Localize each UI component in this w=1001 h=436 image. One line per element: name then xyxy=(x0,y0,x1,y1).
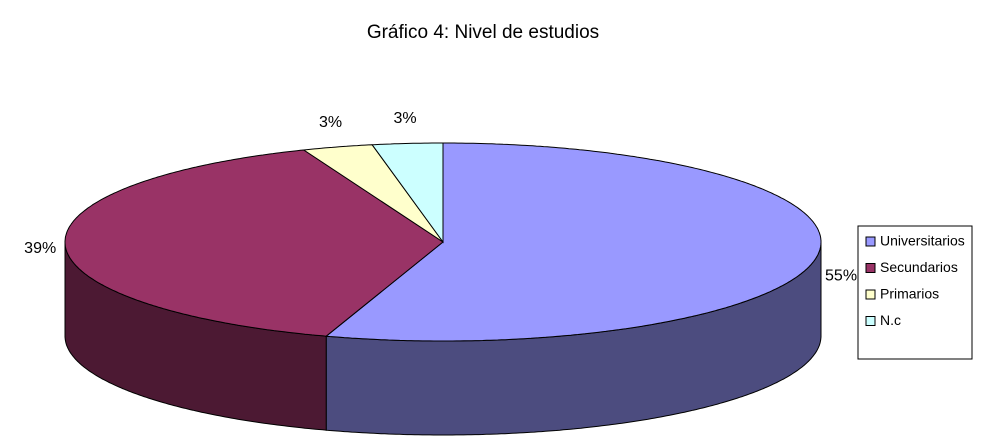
pie-slice xyxy=(302,144,444,243)
legend-swatch xyxy=(865,289,876,300)
legend-label: Primarios xyxy=(880,286,939,302)
value-labels: 55% 39% 3% 3% xyxy=(24,110,857,285)
pie-slice xyxy=(371,142,444,244)
value-label: 55% xyxy=(825,267,857,284)
value-label: 3% xyxy=(394,110,417,127)
legend-swatch xyxy=(865,316,876,326)
chart-title: Gráfico 4: Nivel de estudios xyxy=(367,22,599,43)
value-label: 39% xyxy=(24,240,56,257)
legend-swatch xyxy=(865,263,876,273)
pie-slice xyxy=(324,142,822,342)
legend-label: Universitarios xyxy=(880,233,965,249)
value-label: 3% xyxy=(319,114,342,131)
pie-slice xyxy=(64,149,444,337)
legend-box xyxy=(857,225,973,360)
pie xyxy=(64,142,822,436)
legend-swatch xyxy=(865,236,876,247)
legend: Universitarios Secundarios Primarios N.c xyxy=(865,233,965,328)
legend-label: Secundarios xyxy=(880,259,958,275)
legend-label: N.c xyxy=(880,312,901,328)
